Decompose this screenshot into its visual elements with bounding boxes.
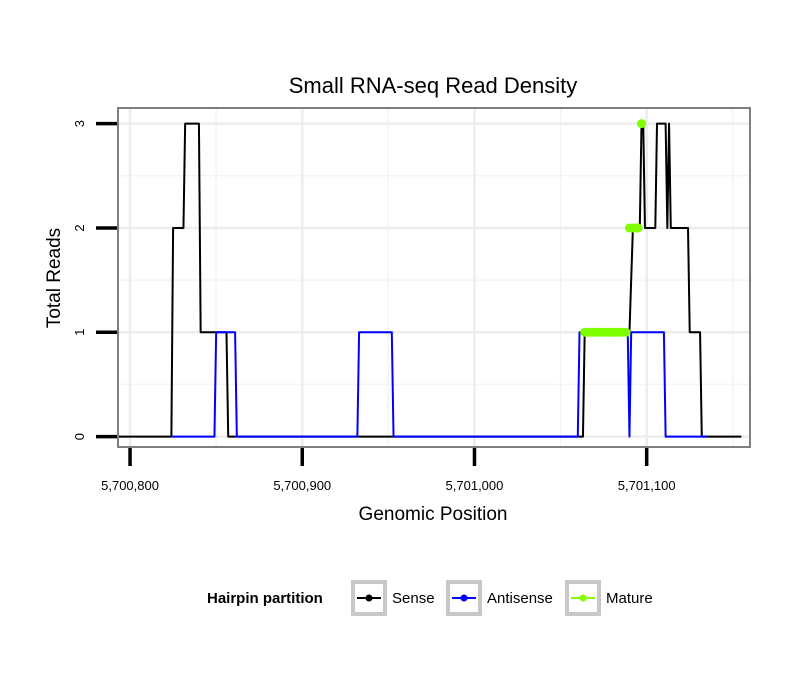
x-tick-label: 5,700,800: [101, 478, 159, 493]
data-point-mature: [633, 223, 643, 233]
legend-swatch-dot-sense: [365, 594, 373, 602]
data-point-mature: [621, 327, 631, 337]
grid: [118, 108, 750, 447]
data-point-mature: [637, 119, 647, 129]
legend-item-mature: Mature: [565, 580, 653, 616]
x-axis: 5,700,800 5,700,900 5,701,000 5,701,100: [101, 448, 676, 493]
plot-series: [109, 119, 742, 438]
chart-title: Small RNA-seq Read Density: [289, 73, 578, 98]
series-line-antisense: [171, 331, 707, 438]
legend-label-sense: Sense: [392, 590, 435, 607]
x-axis-title: Genomic Position: [359, 504, 508, 525]
legend-label-antisense: Antisense: [487, 590, 553, 607]
y-tick-label: 1: [72, 329, 87, 336]
legend-label-mature: Mature: [606, 590, 653, 607]
legend-title: Hairpin partition: [207, 590, 323, 607]
y-axis: 0 1 2 3: [72, 120, 117, 440]
x-tick-label: 5,701,000: [446, 478, 504, 493]
y-axis-title: Total Reads: [44, 228, 65, 328]
plot-panel-border: [117, 107, 751, 448]
x-tick-label: 5,700,900: [273, 478, 331, 493]
legend-item-sense: Sense: [351, 580, 435, 616]
x-tick-label: 5,701,100: [618, 478, 676, 493]
y-tick-label: 0: [72, 433, 87, 440]
y-tick-label: 2: [72, 224, 87, 231]
legend-swatch-dot-mature: [579, 594, 587, 602]
legend: Hairpin partition Sense Antisense Mature: [207, 580, 653, 616]
legend-item-antisense: Antisense: [446, 580, 553, 616]
legend-swatch-dot-antisense: [460, 594, 468, 602]
y-tick-label: 3: [72, 120, 87, 127]
